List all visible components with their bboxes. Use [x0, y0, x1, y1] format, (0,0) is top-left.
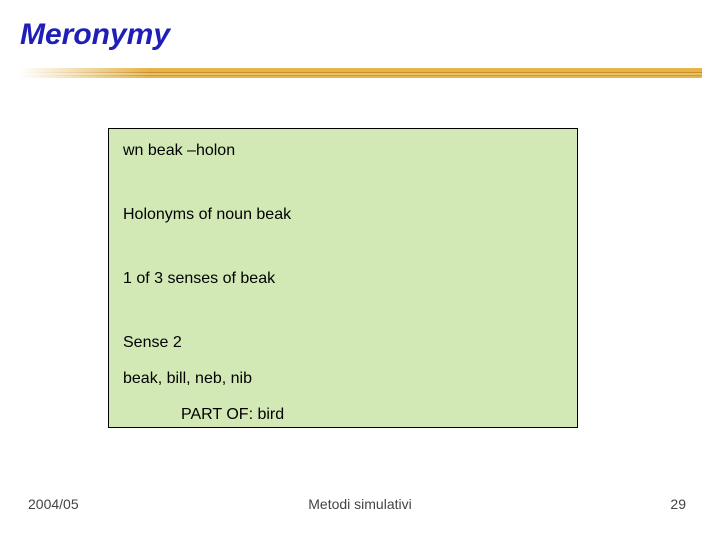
box-line-senses-summary: 1 of 3 senses of beak — [123, 269, 275, 288]
box-line-heading: Holonyms of noun beak — [123, 205, 291, 224]
footer-title: Metodi simulativi — [0, 496, 720, 512]
underline-fade — [20, 68, 150, 78]
slide: Meronymy wn beak –holon Holonyms of noun… — [0, 0, 720, 540]
content-box: wn beak –holon Holonyms of noun beak 1 o… — [108, 128, 578, 428]
footer-page-number: 29 — [670, 496, 686, 512]
slide-title: Meronymy — [20, 18, 170, 52]
title-underline — [0, 62, 720, 86]
box-line-synset: beak, bill, neb, nib — [123, 369, 252, 388]
box-line-partof: PART OF: bird — [181, 405, 284, 424]
box-line-sense-number: Sense 2 — [123, 333, 182, 352]
box-line-command: wn beak –holon — [123, 141, 235, 160]
